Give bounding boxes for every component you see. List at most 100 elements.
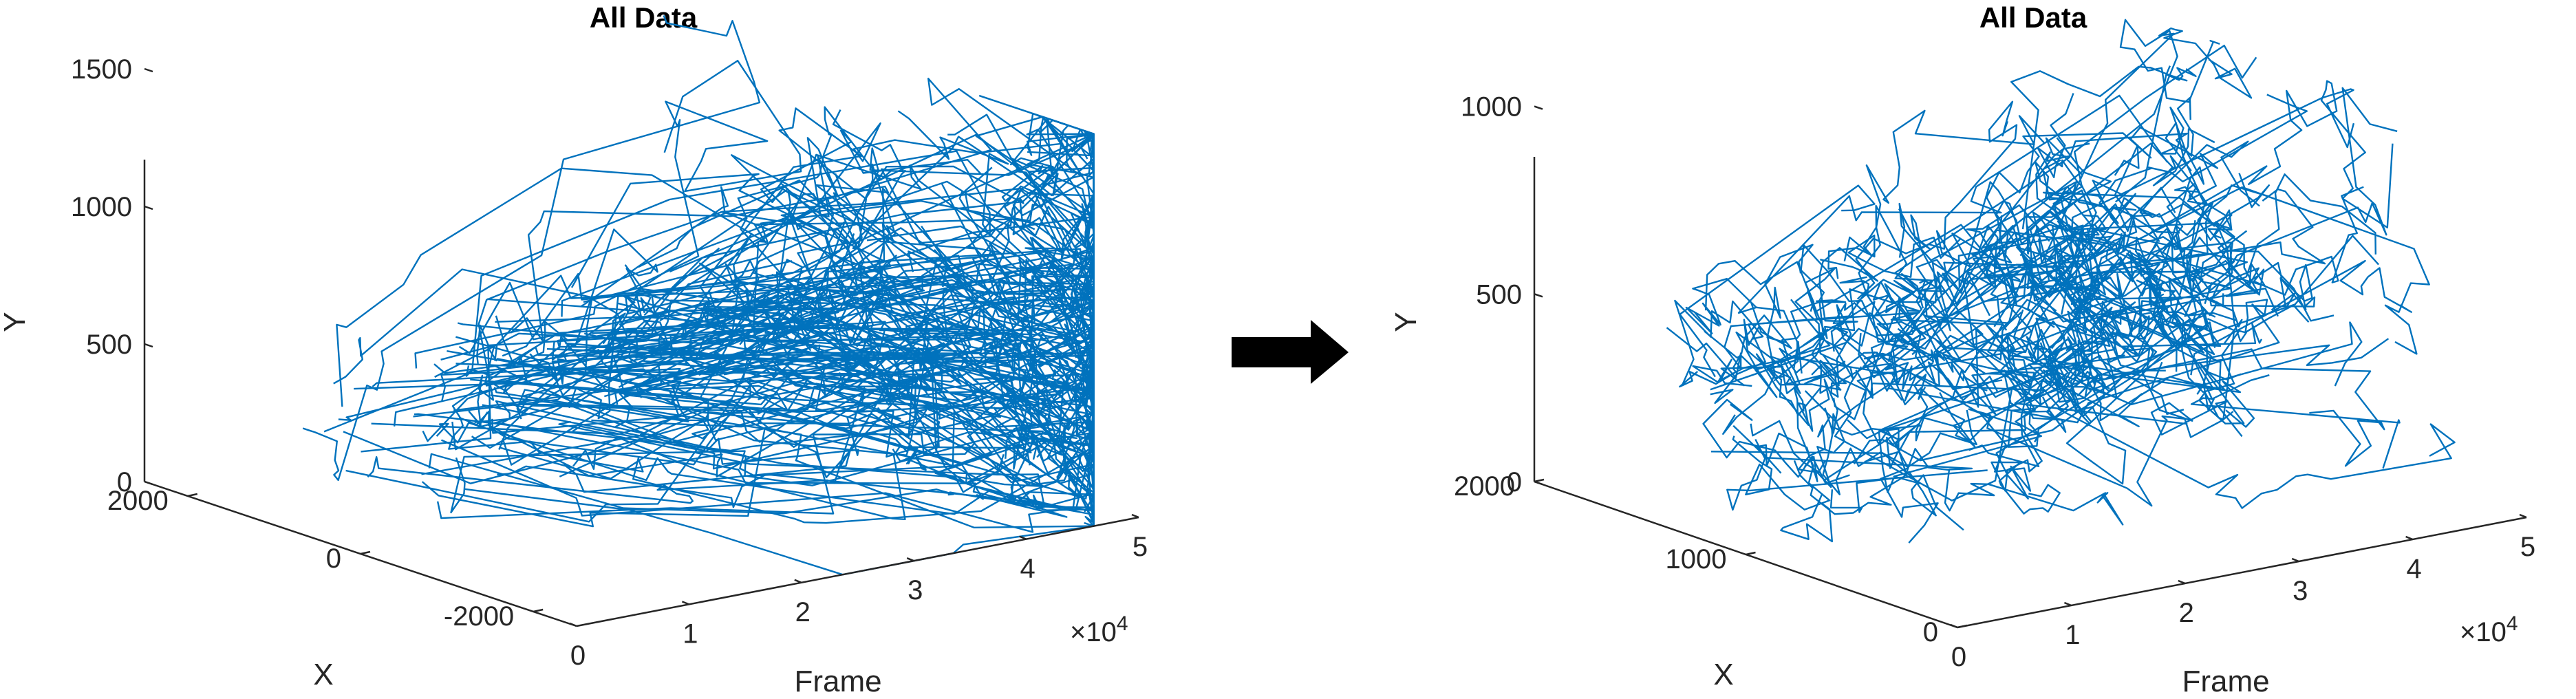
chart-right-x-axis-line — [1957, 516, 2527, 629]
y-tick-mark — [187, 493, 198, 497]
trajectory-segment — [1732, 386, 1831, 510]
trajectory-segment — [2030, 217, 2180, 312]
y-tick-mark — [1957, 624, 1968, 629]
y-tick-mark — [1534, 478, 1545, 483]
trajectory-segment — [508, 262, 940, 462]
z-tick-label: 0 — [117, 467, 132, 497]
trajectory-segment — [1966, 204, 2050, 292]
trajectory-segment — [626, 153, 1060, 327]
chart-left-z-label: Y — [0, 312, 32, 332]
trajectory-segment — [2004, 220, 2202, 312]
trajectory-segment — [1978, 311, 2216, 499]
trajectory-segment — [433, 163, 1095, 374]
z-tick-mark — [1534, 105, 1543, 110]
trajectory-segment — [421, 427, 1035, 528]
trajectory-segment — [1756, 432, 1818, 482]
chart-right-x-multiplier: ×104 — [2460, 612, 2518, 647]
trajectory-segment — [1847, 419, 1939, 544]
trajectory-segment — [451, 224, 1095, 438]
chart-left-title: All Data — [590, 1, 698, 34]
trajectory-segment — [704, 309, 1095, 367]
trajectory-segment — [1720, 365, 1829, 387]
chart-right-title: All Data — [1979, 1, 2087, 34]
trajectory-segment — [1961, 259, 2164, 346]
x-tick-mark — [2405, 535, 2414, 541]
trajectory-segment — [2070, 250, 2167, 338]
trajectory-segment — [470, 366, 1031, 466]
x-tick-label: 5 — [1133, 532, 1148, 562]
chart-right-traces — [1666, 19, 2456, 544]
trajectory-segment — [580, 186, 967, 413]
trajectory-segment — [1999, 309, 2188, 425]
trajectory-segment — [1829, 373, 2069, 513]
trajectory-segment — [583, 230, 1016, 353]
x-tick-label: 2 — [795, 597, 811, 627]
trajectory-segment — [1704, 260, 1920, 339]
chart-left-x-axis-line — [576, 516, 1139, 627]
trajectory-segment — [1898, 208, 1997, 416]
chart-left-x-multiplier: ×104 — [1070, 612, 1128, 647]
trajectory-segment — [1939, 296, 2270, 448]
x-tick-label: 4 — [2406, 554, 2421, 584]
trajectory-segment — [1938, 214, 2107, 361]
trajectory-segment — [2092, 186, 2430, 355]
trajectory-segment — [1968, 408, 2061, 515]
trajectory-segment — [510, 184, 951, 343]
trajectory-segment — [367, 387, 866, 504]
trajectory-segment — [529, 277, 1018, 382]
z-tick-label: 1000 — [71, 192, 132, 222]
x-tick-mark — [2291, 557, 2299, 563]
trajectory-segment — [2035, 96, 2194, 259]
trajectory-segment — [1722, 319, 1822, 435]
trajectory-segment — [1750, 416, 1831, 474]
trajectory-segment — [421, 354, 1071, 475]
trajectory-segment — [2010, 65, 2197, 230]
trajectory-segment — [2052, 224, 2266, 345]
trajectory-segment — [414, 413, 909, 453]
x-tick-mark — [2519, 513, 2527, 519]
x-tick-label: 4 — [1020, 554, 1035, 584]
chart-left-x-multiplier-base: ×10 — [1070, 617, 1117, 647]
y-tick-label: 0 — [326, 544, 341, 574]
trajectory-segment — [1918, 94, 2308, 319]
x-tick-label: 3 — [2293, 576, 2308, 606]
chart-left-y-label: X — [313, 658, 333, 691]
x-tick-mark — [2063, 601, 2072, 607]
trajectory-segment — [2191, 244, 2313, 311]
trajectory-segment — [1858, 248, 2247, 420]
trajectory-segment — [1685, 278, 1757, 334]
y-tick-label: 2000 — [1454, 471, 1515, 502]
chart-right-x-multiplier-exp: 4 — [2507, 612, 2518, 635]
trajectory-segment — [1843, 109, 2045, 261]
x-tick-mark — [2178, 579, 2186, 585]
z-tick-label: 1000 — [1461, 92, 1522, 122]
trajectory-segment — [1853, 128, 2215, 464]
trajectory-segment — [2039, 301, 2243, 438]
trajectory-segment — [2028, 324, 2255, 428]
trajectory-segment — [450, 428, 1055, 514]
trajectory-segment — [495, 299, 1095, 486]
x-tick-label: 0 — [570, 641, 586, 671]
trajectory-segment — [440, 287, 974, 402]
z-tick-label: 1500 — [71, 54, 132, 85]
chart-left-traces — [302, 15, 1095, 576]
trajectory-segment — [2105, 249, 2242, 380]
z-tick-label: 500 — [86, 330, 132, 360]
trajectory-segment — [597, 272, 1095, 452]
y-tick-label: -2000 — [444, 601, 514, 632]
trajectory-segment — [771, 241, 1095, 380]
y-tick-label: 2000 — [107, 486, 169, 516]
trajectory-segment — [688, 337, 1094, 511]
trajectory-segment — [1827, 234, 1962, 279]
trajectory-segment — [1834, 366, 2040, 502]
trajectory-segment — [630, 115, 1069, 363]
trajectory-segment — [2038, 277, 2218, 398]
y-tick-label: 1000 — [1666, 544, 1727, 574]
trajectory-segment — [493, 285, 1095, 412]
trajectory-segment — [516, 331, 1095, 525]
trajectory-segment — [1804, 352, 1903, 401]
